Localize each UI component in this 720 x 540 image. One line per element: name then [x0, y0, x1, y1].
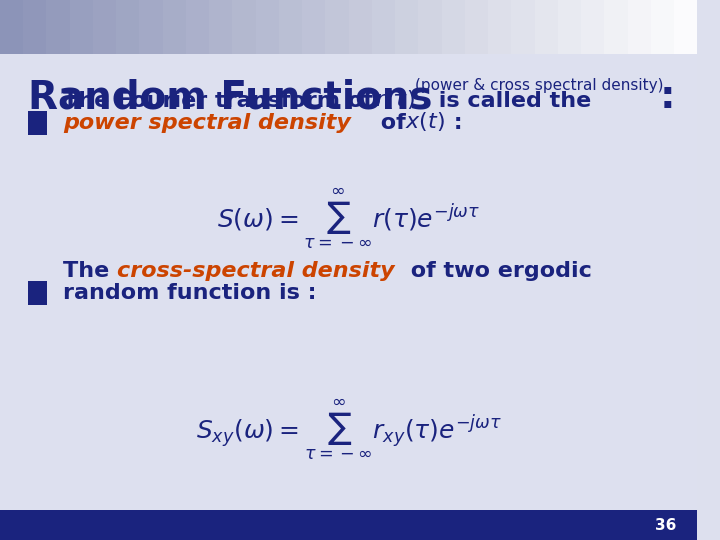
- Text: cross-spectral density: cross-spectral density: [117, 261, 395, 281]
- Bar: [93, 0, 116, 54]
- Text: 36: 36: [655, 518, 677, 533]
- Text: (power & cross spectral density): (power & cross spectral density): [415, 78, 664, 93]
- Bar: [674, 0, 698, 54]
- Bar: [488, 0, 511, 54]
- Bar: [605, 0, 628, 54]
- Bar: [651, 0, 674, 54]
- Bar: [210, 0, 233, 54]
- FancyBboxPatch shape: [0, 0, 698, 540]
- Text: The: The: [63, 261, 117, 281]
- Text: of two ergodic: of two ergodic: [403, 261, 592, 281]
- Bar: [116, 0, 140, 54]
- Bar: [256, 0, 279, 54]
- Text: The Fourier transform of: The Fourier transform of: [63, 91, 380, 111]
- Bar: [140, 0, 163, 54]
- Bar: [302, 0, 325, 54]
- Bar: [395, 0, 418, 54]
- Bar: [628, 0, 651, 54]
- Text: $r(\tau)$: $r(\tau)$: [375, 87, 415, 111]
- Bar: [70, 0, 93, 54]
- Bar: [186, 0, 210, 54]
- Text: power spectral density: power spectral density: [63, 113, 351, 133]
- Bar: [442, 0, 465, 54]
- Bar: [163, 0, 186, 54]
- Bar: [0, 0, 23, 54]
- Bar: [348, 0, 372, 54]
- Text: :: :: [659, 78, 675, 116]
- Text: :: :: [446, 113, 463, 133]
- Text: Random Functions: Random Functions: [28, 78, 433, 116]
- Text: of: of: [373, 113, 414, 133]
- Bar: [279, 0, 302, 54]
- Text: is called the: is called the: [431, 91, 591, 111]
- Bar: [535, 0, 558, 54]
- Bar: [325, 0, 348, 54]
- Bar: [372, 0, 395, 54]
- Bar: [511, 0, 535, 54]
- Bar: [558, 0, 581, 54]
- Bar: [28, 281, 48, 305]
- Bar: [0, 510, 698, 540]
- Bar: [418, 0, 442, 54]
- Text: random function is :: random function is :: [63, 284, 316, 303]
- Bar: [233, 0, 256, 54]
- Bar: [28, 111, 48, 135]
- Bar: [0, 0, 698, 54]
- Text: $S_{xy}(\omega) = \sum_{\tau=-\infty}^{\infty} r_{xy}(\tau)e^{-j\omega\tau}$: $S_{xy}(\omega) = \sum_{\tau=-\infty}^{\…: [196, 397, 502, 462]
- Bar: [581, 0, 605, 54]
- Bar: [47, 0, 70, 54]
- Text: $x(t)$: $x(t)$: [405, 110, 444, 133]
- Text: $S(\omega) = \sum_{\tau=-\infty}^{\infty} r(\tau)e^{-j\omega\tau}$: $S(\omega) = \sum_{\tau=-\infty}^{\infty…: [217, 186, 480, 251]
- Bar: [23, 0, 47, 54]
- Bar: [465, 0, 488, 54]
